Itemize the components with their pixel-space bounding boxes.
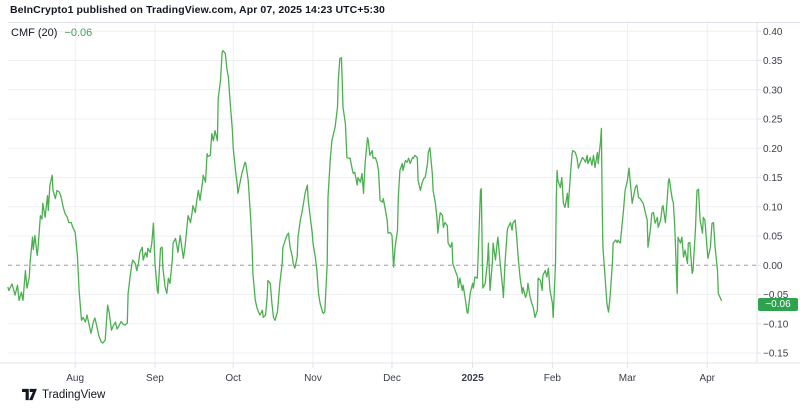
tradingview-attribution-link[interactable]: TradingView bbox=[22, 388, 105, 401]
time-axis-label: Feb bbox=[544, 373, 562, 384]
time-axis-label: Oct bbox=[225, 373, 241, 384]
indicator-legend[interactable]: CMF (20) −0.06 bbox=[11, 27, 92, 39]
time-axis-label: Aug bbox=[66, 373, 84, 384]
tradingview-logo-icon bbox=[22, 388, 37, 401]
time-axis-label: Sep bbox=[146, 373, 164, 384]
time-axis-label: Mar bbox=[619, 373, 637, 384]
last-value-badge: −0.06 bbox=[758, 297, 798, 311]
price-axis-label: 0.15 bbox=[763, 173, 783, 184]
price-axis-label: 0.10 bbox=[763, 202, 783, 213]
price-axis-label: 0.25 bbox=[763, 115, 783, 126]
price-axis-label: −0.05 bbox=[763, 290, 789, 301]
cmf-line bbox=[7, 49, 723, 344]
time-axis-label: Apr bbox=[699, 373, 715, 384]
time-axis-label: Nov bbox=[304, 373, 322, 384]
price-axis-label: 0.20 bbox=[763, 144, 783, 155]
price-axis-label: −0.10 bbox=[763, 319, 789, 330]
price-axis-label: 0.00 bbox=[763, 261, 783, 272]
attribution-header: BeInCrypto1 published on TradingView.com… bbox=[10, 4, 385, 16]
price-axis-label: 0.05 bbox=[763, 232, 783, 243]
price-axis-label: −0.15 bbox=[763, 349, 789, 360]
price-axis-label: 0.40 bbox=[763, 27, 783, 38]
tradingview-brand-text: TradingView bbox=[42, 388, 106, 401]
time-axis-label: 2025 bbox=[461, 373, 484, 384]
price-axis-label: 0.30 bbox=[763, 85, 783, 96]
price-axis-label: 0.35 bbox=[763, 56, 783, 67]
time-axis-label: Dec bbox=[383, 373, 401, 384]
indicator-value: −0.06 bbox=[64, 27, 93, 39]
indicator-title: CMF (20) bbox=[11, 27, 58, 39]
